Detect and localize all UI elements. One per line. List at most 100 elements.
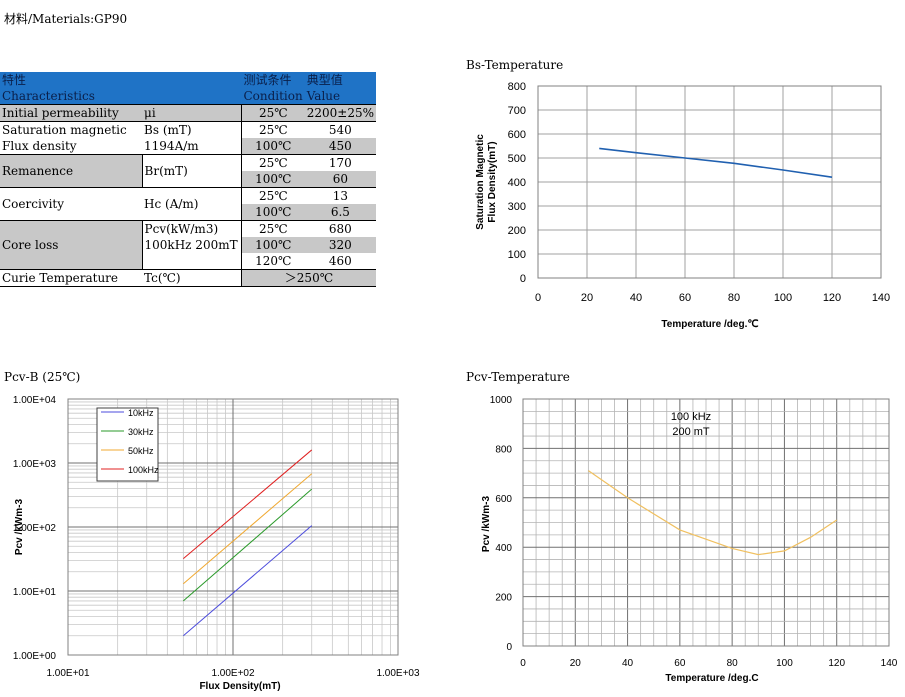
header-characteristics-en: Characteristics [0,88,143,105]
row-characteristic: Remanence [0,154,143,188]
plot-frame [522,398,890,647]
row-value: 540 [304,121,376,138]
row-condition: 100℃ [240,171,305,188]
row-condition: 25℃ [240,121,305,138]
y-tick-label: 1.00E+01 [13,587,57,598]
y-tick-label: 200 [508,225,526,237]
row-value: 170 [304,154,376,171]
row-characteristic: Core loss [0,220,143,270]
y-tick-label: 1.00E+00 [13,651,57,662]
series-line [183,525,313,637]
row-symbol: 1194A/m [144,139,199,153]
legend-label: 100kHz [128,465,159,475]
row-value: 320 [304,237,376,253]
series-line [588,470,838,556]
legend-label: 50kHz [128,446,154,456]
table-row: Remanence Br(mT) 25℃ 170 [0,154,376,188]
table-row: 100℃ 60 [0,171,376,188]
table-row: Saturation magnetic Bs (mT) 25℃ 540 [0,121,376,138]
material-title: 材料/Materials:GP90 [4,12,128,26]
annotation-label: 200 mT [672,426,710,438]
row-symbol: Br(mT) [141,154,242,188]
header-value-en: Value [304,88,376,105]
row-condition: 120℃ [240,253,305,270]
y-axis-label: Saturation MagneticFlux Density(mT) [475,134,498,230]
y-tick-label: 200 [495,593,512,604]
x-tick-label: 80 [727,658,739,669]
series-line [183,488,313,602]
table-row: Flux density 1194A/m 100℃ 450 [0,138,376,155]
y-tick-label: 700 [508,105,526,117]
x-axis-label: Temperature /deg.C [665,673,758,684]
y-tick-label: 1000 [490,395,513,406]
row-condition: 25℃ [240,104,305,122]
y-tick-label: 400 [508,177,526,189]
x-tick-label: 0 [535,292,541,304]
row-condition: 100℃ [240,138,305,155]
x-tick-label: 20 [581,292,593,304]
plot-frame [67,398,399,656]
chart-pcv-temperature: 0 20 40 60 80 100 120 140 0 200 400 600 800 1000 100 k… [481,395,898,684]
series-line [599,147,833,178]
y-tick-label: 600 [495,494,512,505]
x-tick-label: 100 [774,292,792,304]
row-symbol: Pcv(kW/m3) [141,220,242,237]
y-tick-label: 400 [495,543,512,554]
row-value: 6.5 [304,204,376,221]
row-condition: 100℃ [240,204,305,221]
row-characteristic: Curie Temperature [0,269,143,287]
table-header-en: Characteristics Condition Value [0,88,376,105]
row-value: 680 [304,220,376,237]
y-axis-label-line: Flux Density(mT) [487,141,498,222]
y-tick-label: 1.00E+02 [13,523,57,534]
row-characteristic: Saturation magnetic [0,121,143,138]
x-tick-label: 1.00E+01 [46,668,90,679]
row-characteristic: Initial permeability [0,104,143,122]
y-tick-label: 800 [508,81,526,93]
table-row: 120℃ 460 [0,253,376,270]
x-tick-label: 40 [630,292,642,304]
chart-pcvt-title: Pcv-Temperature [466,370,570,384]
chart-bs-title: Bs-Temperature [466,58,564,72]
header-condition-en: Condition [241,88,305,105]
row-symbol: μi [142,104,242,122]
y-tick-label: 300 [508,201,526,213]
x-tick-label: 100 [776,658,793,669]
x-tick-label: 140 [872,292,890,304]
x-tick-label: 80 [728,292,740,304]
characteristics-table: 特性 测试条件 典型值 Characteristics Condition Va… [0,72,376,287]
y-tick-label: 600 [508,129,526,141]
y-tick-label: 0 [506,642,512,653]
row-condition: 100℃ [240,237,305,253]
row-value: 450 [304,138,376,155]
x-tick-label: 20 [570,658,582,669]
row-characteristic: Coercivity [0,187,143,221]
series-line [183,473,313,585]
row-condition: 25℃ [240,220,305,237]
y-tick-label: 1.00E+04 [13,395,57,406]
table-row: Core loss Pcv(kW/m3) 25℃ 680 [0,220,376,270]
header-characteristics-zh: 特性 [0,72,143,88]
table-row: Coercivity Hc (A/m) 25℃ 13 [0,187,376,221]
annotation-label: 100 kHz [671,411,711,423]
row-value: 2200±25% [304,104,376,122]
legend: 10kHz 30kHz 50kHz 100kHz [96,407,159,482]
x-tick-label: 120 [823,292,841,304]
chart-bs-temperature: 0 20 40 60 80 100 120 140 0 100 200 300 400 500 600 700… [475,81,890,330]
header-condition-zh: 测试条件 [241,72,305,88]
chart-pcvb-title: Pcv-B (25℃) [4,370,81,384]
row-symbol: 100kHz 200mT [141,237,242,253]
chart-pcv-b: 1.00E+01 1.00E+02 1.00E+03 1.00E+00 1.00E+01… [13,395,420,692]
x-tick-label: 1.00E+03 [376,668,420,679]
header-value-zh: 典型值 [304,72,376,88]
x-axis-label: Temperature /deg.℃ [661,319,758,330]
legend-label: 30kHz [128,427,154,437]
row-condition: 25℃ [240,154,305,171]
y-tick-label: 100 [508,249,526,261]
y-axis-label: Pcv /kWm-3 [14,498,25,555]
table-row: 100kHz 200mT 100℃ 320 [0,237,376,253]
y-tick-label: 500 [508,153,526,165]
x-tick-label: 60 [674,658,686,669]
x-tick-label: 140 [881,658,898,669]
